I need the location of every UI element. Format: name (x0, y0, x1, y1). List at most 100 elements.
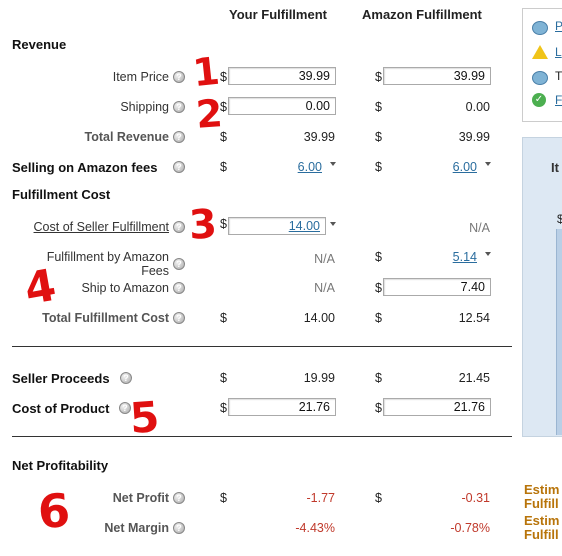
shipping-your-input[interactable]: 0.00 (228, 97, 336, 115)
help-link-3[interactable]: T (555, 69, 562, 83)
total-fulfillment-cost-amazon-value: 12.54 (458, 311, 490, 325)
fba-fees-your-value: N/A (314, 252, 335, 266)
help-icon[interactable]: ? (173, 282, 185, 294)
ship-to-amazon-your-value: N/A (314, 281, 335, 295)
help-link-4[interactable]: F (555, 93, 562, 107)
currency-symbol: $ (220, 130, 227, 144)
cost-seller-fulfillment-amazon-value: N/A (469, 221, 490, 235)
total-revenue-label: Total Revenue (84, 130, 169, 144)
currency-symbol: $ (375, 70, 382, 84)
cost-seller-fulfillment-label[interactable]: Cost of Seller Fulfillment (33, 220, 169, 234)
help-icon[interactable]: ? (173, 312, 185, 324)
chart-panel: It $ (522, 137, 562, 437)
currency-symbol: $ (220, 491, 227, 505)
help-icon[interactable]: ? (173, 522, 185, 534)
currency-symbol: $ (375, 160, 382, 174)
currency-symbol: $ (220, 160, 227, 174)
help-icon[interactable]: ? (173, 71, 185, 83)
cost-of-product-your-input[interactable]: 21.76 (228, 398, 336, 416)
currency-symbol: $ (375, 250, 382, 264)
currency-symbol: $ (375, 311, 382, 325)
dropdown-caret-icon[interactable] (485, 252, 491, 256)
chart-dollar-label: $ (557, 212, 562, 226)
chart-panel-label: It (551, 160, 559, 175)
help-link-1[interactable]: P (555, 19, 562, 33)
annotation-1: 1 (190, 48, 222, 96)
selling-fees-your-link[interactable]: 6.00 (297, 160, 322, 174)
annotation-2: 2 (194, 91, 224, 137)
currency-symbol: $ (375, 491, 382, 505)
item-price-amazon-input[interactable]: 39.99 (383, 67, 491, 85)
currency-symbol: $ (375, 281, 382, 295)
net-margin-your-value: -4.43% (295, 521, 335, 535)
help-icon[interactable]: ? (173, 258, 185, 270)
item-price-label: Item Price (112, 70, 169, 84)
currency-symbol: $ (220, 371, 227, 385)
help-links-panel: P L T ✓ F (522, 8, 562, 122)
selling-fees-amazon-link[interactable]: 6.00 (452, 160, 477, 174)
cost-of-product-label: Cost of Product (12, 401, 110, 416)
your-fulfillment-header: Your Fulfillment (229, 7, 327, 22)
net-profitability-section-title: Net Profitability (12, 458, 109, 473)
help-link-2[interactable]: L (555, 45, 562, 59)
currency-symbol: $ (220, 70, 227, 84)
fulfillment-cost-section-title: Fulfillment Cost (12, 187, 111, 202)
net-profit-label: Net Profit (112, 491, 169, 505)
dropdown-caret-icon[interactable] (330, 222, 336, 226)
fba-fees-label-line1: Fulfillment by Amazon (46, 250, 169, 264)
estimate-2-line2: Fulfill (524, 527, 559, 542)
help-icon[interactable]: ? (119, 402, 131, 414)
net-margin-amazon-value: -0.78% (450, 521, 490, 535)
help-icon[interactable]: ? (173, 492, 185, 504)
shipping-label: Shipping (120, 100, 169, 114)
total-fulfillment-cost-your-value: 14.00 (303, 311, 335, 325)
annotation-5: 5 (128, 392, 161, 443)
warning-icon (532, 45, 548, 59)
ship-to-amazon-input[interactable]: 7.40 (383, 278, 491, 296)
fba-fees-amazon-link[interactable]: 5.14 (452, 250, 477, 264)
shipping-amazon-value: 0.00 (465, 100, 490, 114)
currency-symbol: $ (220, 100, 227, 114)
ship-to-amazon-label: Ship to Amazon (81, 281, 169, 295)
seller-proceeds-amazon-value: 21.45 (458, 371, 490, 385)
info-bubble-icon (532, 71, 548, 85)
checkmark-icon: ✓ (532, 93, 546, 107)
divider (12, 346, 512, 347)
help-icon[interactable]: ? (173, 101, 185, 113)
info-bubble-icon (532, 21, 548, 35)
total-fulfillment-cost-label: Total Fulfillment Cost (42, 311, 169, 325)
chart-bar (556, 229, 562, 435)
net-profit-your-value: -1.77 (306, 491, 336, 505)
amazon-fulfillment-header: Amazon Fulfillment (362, 7, 482, 22)
divider (12, 436, 512, 437)
item-price-your-input[interactable]: 39.99 (228, 67, 336, 85)
help-icon[interactable]: ? (173, 131, 185, 143)
currency-symbol: $ (220, 311, 227, 325)
net-margin-label: Net Margin (104, 521, 169, 535)
currency-symbol: $ (220, 217, 227, 231)
currency-symbol: $ (375, 130, 382, 144)
help-icon[interactable]: ? (173, 221, 185, 233)
cost-of-product-amazon-input[interactable]: 21.76 (383, 398, 491, 416)
estimate-1-line1: Estim (524, 482, 560, 497)
currency-symbol: $ (375, 401, 382, 415)
annotation-4: 4 (20, 259, 60, 316)
cost-seller-fulfillment-your-input[interactable]: 14.00 (228, 217, 326, 235)
help-icon[interactable]: ? (120, 372, 132, 384)
total-revenue-amazon-value: 39.99 (458, 130, 490, 144)
estimate-1-line2: Fulfill (524, 496, 559, 511)
selling-fees-label: Selling on Amazon fees (12, 160, 158, 175)
total-revenue-your-value: 39.99 (303, 130, 335, 144)
seller-proceeds-your-value: 19.99 (303, 371, 335, 385)
annotation-6: 6 (36, 482, 72, 540)
currency-symbol: $ (220, 401, 227, 415)
annotation-3: 3 (187, 201, 219, 249)
dropdown-caret-icon[interactable] (485, 162, 491, 166)
currency-symbol: $ (375, 100, 382, 114)
estimate-2-line1: Estim (524, 513, 560, 528)
revenue-section-title: Revenue (12, 37, 67, 52)
dropdown-caret-icon[interactable] (330, 162, 336, 166)
help-icon[interactable]: ? (173, 161, 185, 173)
fba-fees-label-line2: Fees (141, 264, 169, 278)
seller-proceeds-label: Seller Proceeds (12, 371, 110, 386)
